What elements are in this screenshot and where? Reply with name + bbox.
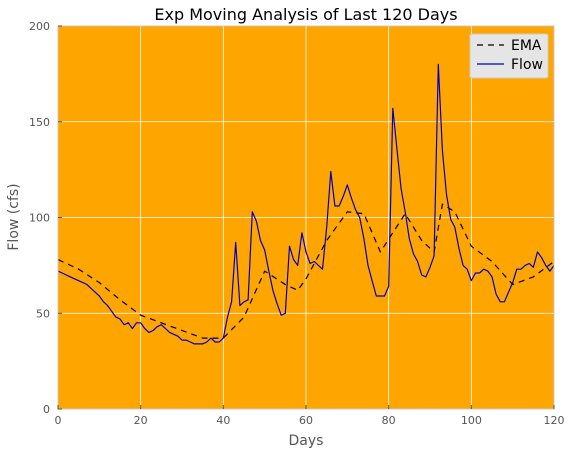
x-tick-label: 40 [216, 414, 230, 427]
ticks: 0 20 40 60 80 100 120 0 50 100 150 200 [29, 20, 565, 427]
y-tick-label: 150 [29, 116, 50, 129]
legend-flow-label: Flow [511, 57, 543, 73]
x-tick-label: 20 [134, 414, 148, 427]
y-tick-label: 200 [29, 20, 50, 33]
grid [58, 26, 554, 409]
legend: EMA Flow [469, 33, 549, 79]
x-tick-label: 80 [382, 414, 396, 427]
x-tick-label: 100 [461, 414, 482, 427]
x-tick-label: 60 [299, 414, 313, 427]
x-tick-label: 120 [544, 414, 565, 427]
x-axis-label: Days [289, 433, 324, 449]
chart-title: Exp Moving Analysis of Last 120 Days [154, 5, 457, 24]
series-layer [57, 63, 555, 345]
y-tick-label: 0 [43, 403, 50, 416]
x-tick-label: 0 [55, 414, 62, 427]
series-flow-line [57, 63, 555, 345]
y-axis-label: Flow (cfs) [6, 183, 22, 250]
y-tick-label: 50 [36, 307, 50, 320]
series-ema-line [57, 203, 555, 339]
legend-ema-label: EMA [511, 38, 542, 54]
y-tick-label: 100 [29, 212, 50, 225]
